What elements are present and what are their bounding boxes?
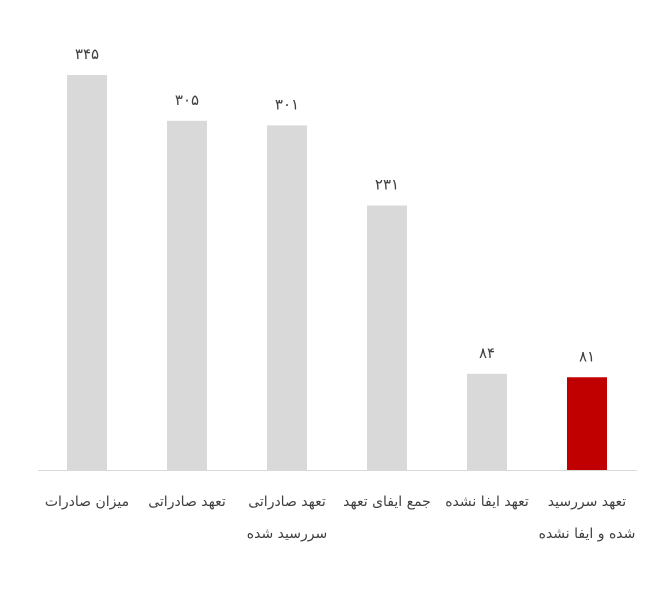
data-label: ۸۱ <box>579 347 595 365</box>
x-tick-label: تعهد ایفا نشده <box>445 494 529 510</box>
x-tick-label: تعهد صادراتی <box>148 494 226 510</box>
bar <box>267 125 307 471</box>
data-label: ۳۴۵ <box>75 45 99 63</box>
bar <box>367 205 407 471</box>
data-label: ۲۳۱ <box>375 176 399 194</box>
x-tick-label: میزان صادرات <box>44 494 130 510</box>
x-tick-label: تعهد سررسید شده و ایفا نشده <box>538 494 636 542</box>
bar <box>167 120 207 470</box>
bar <box>67 75 107 470</box>
x-tick-label: تعهد صادراتی سررسید شده <box>246 494 328 542</box>
data-label: ۳۰۵ <box>175 91 199 109</box>
bar <box>467 373 507 470</box>
data-label: ۸۴ <box>479 344 495 362</box>
data-label: ۳۰۱ <box>275 95 299 113</box>
x-tick-label: جمع ایفای تعهد <box>343 494 431 510</box>
bar <box>567 377 607 470</box>
